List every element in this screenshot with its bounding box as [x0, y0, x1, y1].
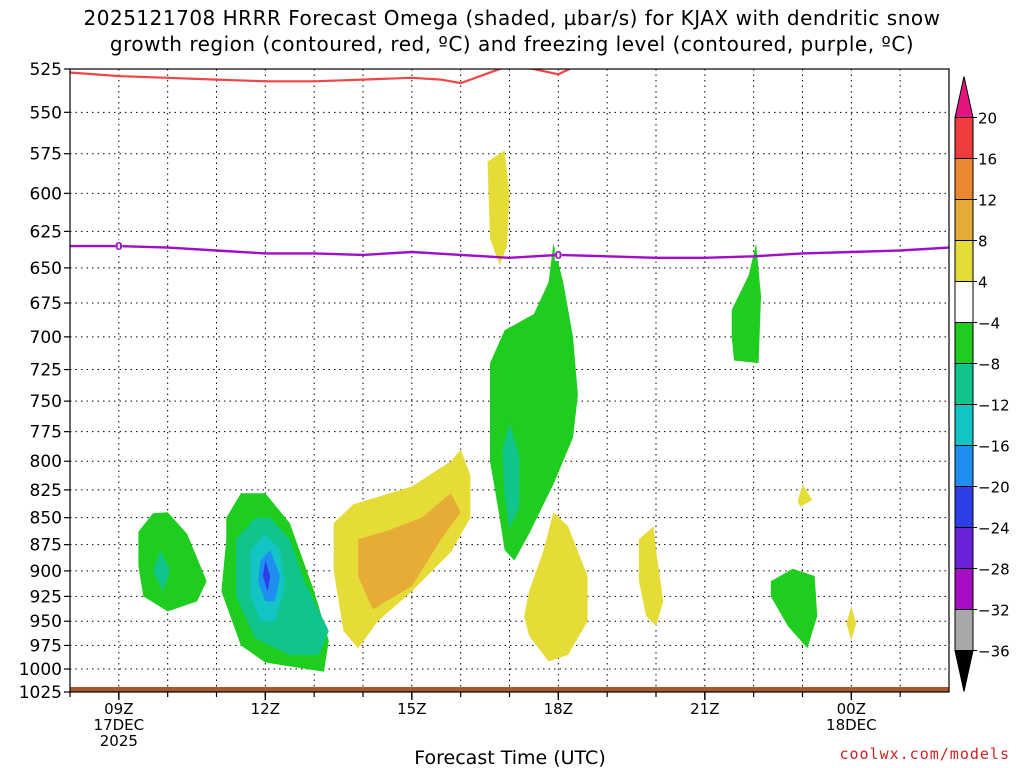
freezing-level-label: 0: [555, 249, 563, 262]
omega-region: [262, 560, 271, 592]
x-tick-label: 18Z: [544, 700, 573, 718]
chart-title-line-2: growth region (contoured, red, ºC) and f…: [109, 32, 915, 56]
omega-region: [358, 493, 461, 610]
omega-region: [731, 243, 761, 364]
contour-lines: 00: [70, 69, 949, 262]
y-tick-label: 675: [30, 294, 62, 314]
colorbar-bin: [954, 445, 974, 487]
x-tick-label: 18DEC: [826, 716, 877, 734]
colorbar-label: −24: [978, 520, 1010, 538]
x-tick-label: 12Z: [251, 700, 280, 718]
colorbar-top-arrow: [954, 76, 974, 118]
omega-region: [797, 484, 813, 507]
colorbar-label: −4: [978, 315, 1000, 333]
y-tick-label: 800: [30, 452, 62, 472]
colorbar-bin: [954, 363, 974, 405]
colorbar-label: 4: [978, 274, 988, 292]
omega-region: [846, 606, 857, 641]
colorbar-label: −32: [978, 602, 1010, 620]
colorbar-bin: [954, 404, 974, 446]
colorbar-bin: [954, 199, 974, 241]
x-tick-label: 00Z: [837, 700, 866, 718]
y-tick-label: 950: [30, 612, 62, 632]
colorbar-bin: [954, 281, 974, 323]
y-tick-label: 575: [30, 145, 62, 165]
colorbar: 20 16 12 8 4 −4 −8 −12 −16 −20 −24 −28 −32 −36: [954, 76, 1010, 692]
omega-region: [638, 526, 664, 627]
y-tick-label: 900: [30, 562, 62, 582]
x-tick-label: 2025: [100, 732, 138, 750]
colorbar-bin: [954, 486, 974, 528]
axes: 525 550 575 600 625 650 675 700 725 750 775 800 825 8…: [19, 60, 901, 750]
chart-title-line-1: 2025121708 HRRR Forecast Omega (shaded, …: [83, 6, 941, 30]
omega-region: [770, 568, 818, 649]
colorbar-bin: [954, 240, 974, 282]
x-tick-label: 17DEC: [94, 716, 145, 734]
freezing-level-contour: [70, 244, 949, 260]
y-tick-label: 625: [30, 222, 62, 242]
colorbar-bottom-arrow: [954, 650, 974, 692]
colorbar-label: −36: [978, 643, 1010, 661]
colorbar-label: 16: [978, 151, 997, 169]
y-tick-label: 1000: [19, 660, 62, 680]
omega-region: [487, 150, 510, 265]
y-tick-label: 875: [30, 536, 62, 556]
x-tick-label: 15Z: [397, 700, 426, 718]
freezing-level-label-bg: [115, 240, 123, 253]
colorbar-label: 20: [978, 110, 997, 128]
freezing-level-label-bg: [554, 248, 562, 261]
ground-surface: [70, 687, 949, 692]
freezing-level-label: 0: [115, 240, 123, 253]
omega-region: [524, 512, 588, 662]
y-tick-label: 725: [30, 361, 62, 381]
credit-text: coolwx.com/models: [839, 745, 1010, 763]
colorbar-label: −8: [978, 356, 1000, 374]
y-tick-label: 975: [30, 636, 62, 656]
omega-region: [153, 550, 171, 592]
y-tick-label: 700: [30, 328, 62, 348]
y-tick-label: 775: [30, 423, 62, 443]
omega-region: [502, 423, 520, 529]
colorbar-label: −20: [978, 479, 1010, 497]
colorbar-label: −16: [978, 438, 1010, 456]
colorbar-label: −12: [978, 397, 1010, 415]
y-tick-label: 750: [30, 392, 62, 412]
y-tick-label: 600: [30, 184, 62, 204]
y-tick-label: 650: [30, 259, 62, 279]
x-tick-label: 09Z: [104, 700, 133, 718]
colorbar-label: 8: [978, 233, 988, 251]
omega-shading: [138, 150, 857, 672]
colorbar-bin: [954, 568, 974, 610]
colorbar-bin: [954, 609, 974, 651]
colorbar-label: −28: [978, 561, 1010, 579]
y-tick-label: 550: [30, 103, 62, 123]
x-axis-label: Forecast Time (UTC): [414, 747, 605, 768]
y-tick-label: 1025: [19, 683, 62, 703]
colorbar-label: 12: [978, 192, 997, 210]
x-tick-label: 21Z: [690, 700, 719, 718]
y-tick-label: 825: [30, 481, 62, 501]
y-tick-label: 850: [30, 509, 62, 529]
y-tick-label: 925: [30, 587, 62, 607]
colorbar-bin: [954, 117, 974, 159]
y-tick-label: 525: [30, 60, 62, 80]
colorbar-bin: [954, 158, 974, 200]
dendritic-growth-contour: [70, 69, 572, 85]
colorbar-bin: [954, 527, 974, 569]
omega-region: [138, 512, 207, 612]
colorbar-bin: [954, 322, 974, 364]
